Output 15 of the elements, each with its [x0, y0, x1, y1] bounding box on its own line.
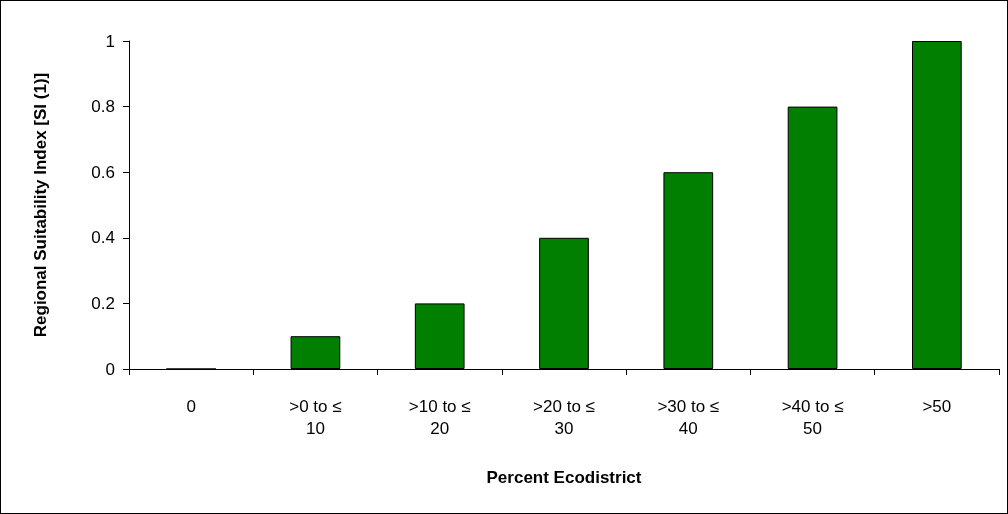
x-tick-label: >40 to ≤50 — [781, 396, 844, 438]
y-tick-label: 0.4 — [91, 228, 115, 248]
y-tick-label: 0.2 — [91, 293, 115, 313]
x-tick-label: >0 to ≤10 — [289, 396, 342, 438]
x-tick-label: 0 — [186, 396, 196, 416]
y-tick-label: 0.8 — [91, 97, 115, 117]
x-tick-label: >50 — [922, 396, 952, 416]
y-tick-label: 1 — [105, 31, 115, 51]
x-tick-label: >30 to ≤40 — [657, 396, 720, 438]
y-tick-label: 0 — [105, 359, 115, 379]
y-axis-title: Regional Suitability Index [SI (1)] — [31, 72, 50, 338]
x-tick-label: >10 to ≤20 — [408, 396, 471, 438]
x-tick-label: >20 to ≤30 — [533, 396, 595, 438]
y-tick-label: 0.6 — [91, 162, 115, 182]
x-axis-title: Percent Ecodistrict — [486, 468, 642, 487]
